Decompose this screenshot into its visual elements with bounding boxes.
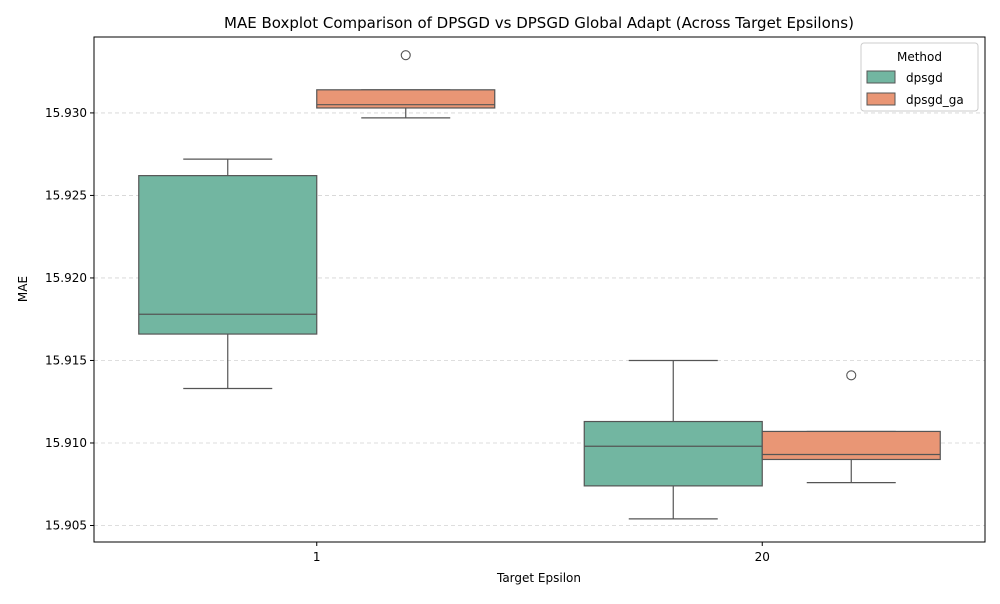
box-iqr	[316, 89, 496, 109]
box-group-dpsgd-eps-1	[138, 158, 318, 390]
box-iqr	[138, 175, 318, 335]
y-tick-label: 15.925	[45, 188, 87, 202]
boxes-layer	[138, 50, 941, 520]
legend-label-dpsgd-ga: dpsgd_ga	[906, 93, 964, 107]
legend-swatch-dpsgd-ga	[866, 92, 896, 106]
ticks-layer: 15.905 15.910 15.915 15.920 15.925 15.930 1 20	[45, 106, 770, 564]
y-tick-label: 15.930	[45, 106, 87, 120]
box-group-dpsgd-eps-20	[583, 359, 763, 520]
x-tick-label: 20	[755, 550, 770, 564]
box-iqr	[583, 420, 763, 487]
outlier-point	[846, 370, 857, 381]
y-axis-label: MAE	[16, 276, 30, 302]
y-tick-label: 15.910	[45, 436, 87, 450]
outlier-point	[400, 50, 411, 61]
legend-title: Method	[897, 50, 942, 64]
y-tick-label: 15.905	[45, 518, 87, 532]
y-tick-label: 15.920	[45, 271, 87, 285]
plot-frame	[93, 36, 986, 543]
legend: Method dpsgd dpsgd_ga	[860, 42, 979, 112]
box-group-dpsgd-ga-eps-20	[761, 370, 941, 484]
box-iqr	[761, 430, 941, 461]
chart-title: MAE Boxplot Comparison of DPSGD vs DPSGD…	[224, 14, 854, 32]
x-axis-label: Target Epsilon	[496, 571, 581, 585]
x-tick-label: 1	[313, 550, 321, 564]
y-tick-label: 15.915	[45, 353, 87, 367]
legend-swatch-dpsgd	[866, 70, 896, 84]
box-group-dpsgd-ga-eps-1	[316, 50, 496, 119]
legend-label-dpsgd: dpsgd	[906, 71, 943, 85]
